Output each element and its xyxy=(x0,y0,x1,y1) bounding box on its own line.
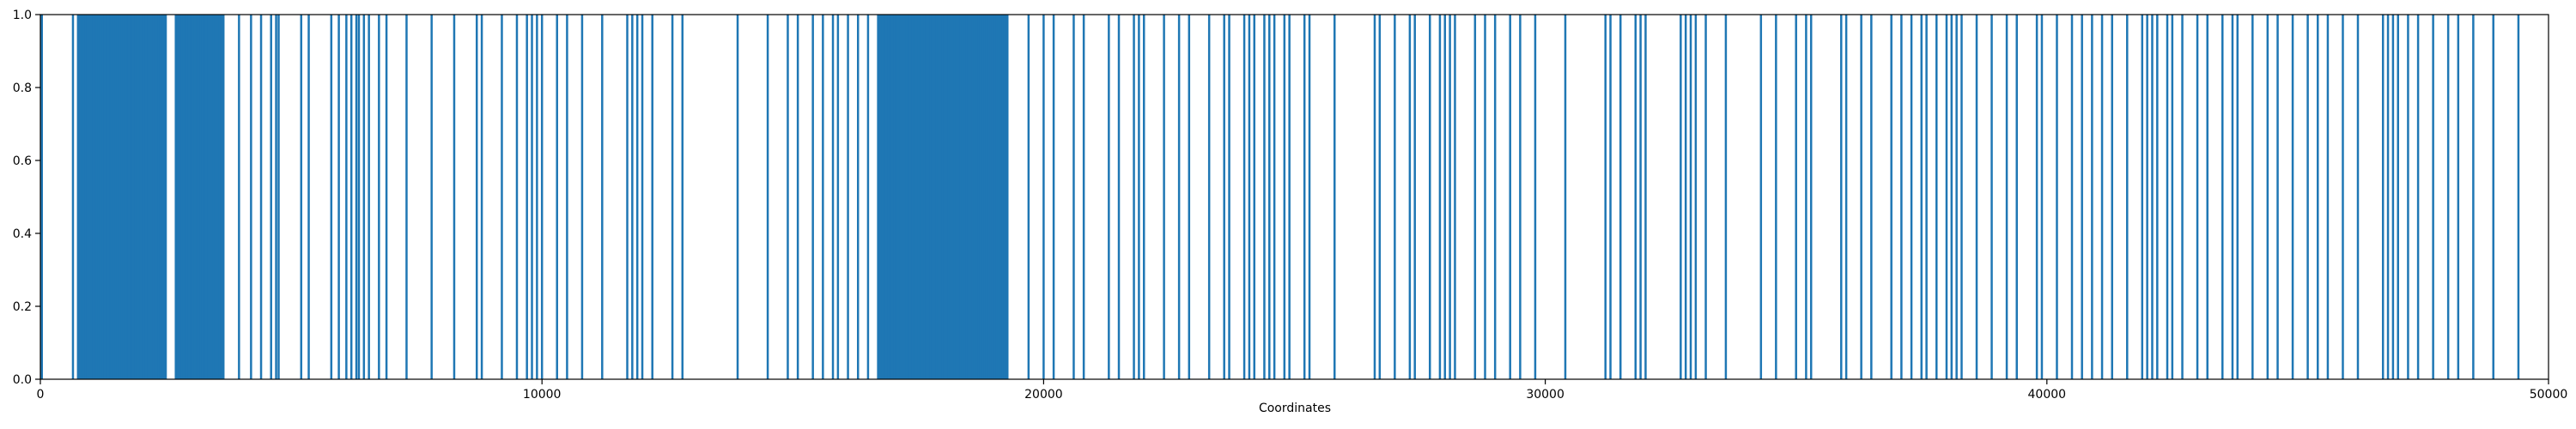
y-tick-label: 0.8 xyxy=(13,82,32,95)
y-tick-label: 0.0 xyxy=(13,373,32,387)
x-axis-label: Coordinates xyxy=(1259,402,1331,415)
x-tick-label: 30000 xyxy=(1526,388,1564,402)
y-tick-label: 0.2 xyxy=(13,300,32,314)
y-tick-label: 1.0 xyxy=(13,9,32,22)
y-tick-label: 0.4 xyxy=(13,227,32,241)
axes: 0 10000 20000 30000 40000 50000 0.0 0.2 0.4 0.6 0.… xyxy=(13,9,2568,402)
x-tick-label: 0 xyxy=(37,388,45,402)
bars xyxy=(40,15,2520,379)
y-tick-label: 0.6 xyxy=(13,154,32,168)
x-tick-label: 40000 xyxy=(2028,388,2067,402)
x-tick-label: 10000 xyxy=(523,388,562,402)
plot-frame xyxy=(39,14,2549,380)
x-tick-label: 20000 xyxy=(1024,388,1063,402)
x-tick-label: 50000 xyxy=(2530,388,2568,402)
